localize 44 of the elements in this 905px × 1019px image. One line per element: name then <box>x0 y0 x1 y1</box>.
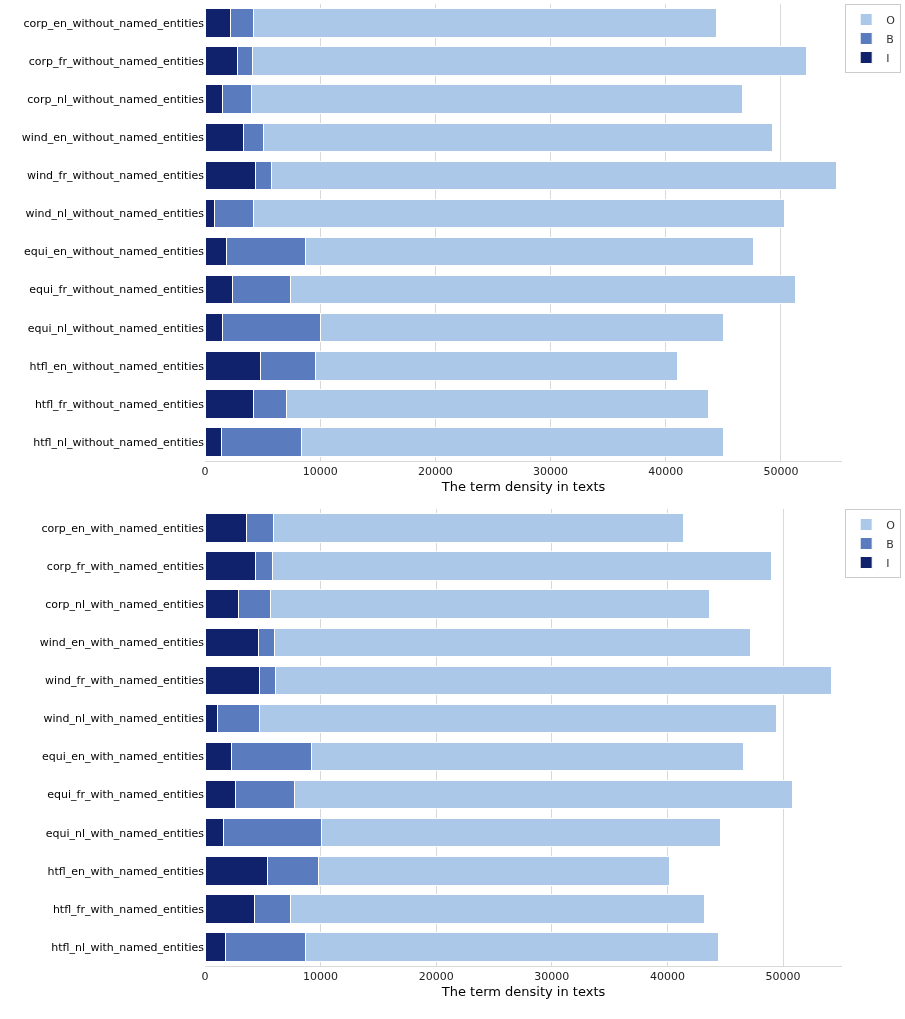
legend-label: B <box>886 537 894 551</box>
x-tick-label: 50000 <box>765 970 801 984</box>
x-tick-label: 40000 <box>648 465 684 479</box>
y-tick-label: corp_fr_with_named_entities <box>46 559 205 573</box>
x-tick-label: 0 <box>201 465 209 479</box>
x-tick-label: 20000 <box>418 970 454 984</box>
x-tick-label: 50000 <box>763 465 799 479</box>
x-tick-label: 10000 <box>302 465 338 479</box>
x-tick-label: 10000 <box>303 970 339 984</box>
legend-label: I <box>886 51 890 65</box>
y-tick-label: wind_en_with_named_entities <box>39 636 205 650</box>
y-tick-label: corp_en_without_named_entities <box>23 16 205 30</box>
y-tick-label: wind_en_without_named_entities <box>21 131 205 145</box>
y-tick-label: wind_nl_without_named_entities <box>25 207 205 221</box>
y-tick-label: corp_fr_without_named_entities <box>28 54 205 68</box>
legend-label: B <box>886 32 894 46</box>
y-tick-label: wind_fr_without_named_entities <box>27 169 205 183</box>
y-tick-label: wind_nl_with_named_entities <box>43 712 205 726</box>
y-tick-label: equi_en_with_named_entities <box>41 750 205 764</box>
legend-label: I <box>886 556 890 570</box>
x-tick-label: 30000 <box>533 465 569 479</box>
x-tick-label: 30000 <box>534 970 570 984</box>
y-tick-label: htfl_en_without_named_entities <box>29 359 205 373</box>
y-tick-label: corp_nl_without_named_entities <box>27 93 205 107</box>
y-tick-label: corp_en_with_named_entities <box>41 521 205 535</box>
y-tick-label: wind_fr_with_named_entities <box>45 674 205 688</box>
y-tick-label: corp_nl_with_named_entities <box>45 598 205 612</box>
y-tick-label: equi_fr_with_named_entities <box>47 788 205 802</box>
y-tick-label: equi_nl_with_named_entities <box>45 826 205 840</box>
y-tick-label: equi_nl_without_named_entities <box>27 321 205 335</box>
x-tick-label: 0 <box>201 970 209 984</box>
y-tick-label: equi_fr_without_named_entities <box>29 283 205 297</box>
legend-label: O <box>886 13 896 27</box>
x-tick-label: 20000 <box>417 465 453 479</box>
y-tick-label: htfl_nl_with_named_entities <box>51 940 205 954</box>
y-tick-label: htfl_en_with_named_entities <box>47 864 205 878</box>
y-tick-label: equi_en_without_named_entities <box>23 245 205 259</box>
x-axis-title: The term density in texts <box>440 478 606 494</box>
x-axis-title: The term density in texts <box>440 983 606 999</box>
y-tick-label: htfl_nl_without_named_entities <box>33 435 205 449</box>
y-tick-label: htfl_fr_with_named_entities <box>52 902 205 916</box>
legend-label: O <box>886 518 896 532</box>
y-tick-label: htfl_fr_without_named_entities <box>34 397 205 411</box>
x-tick-label: 40000 <box>649 970 685 984</box>
